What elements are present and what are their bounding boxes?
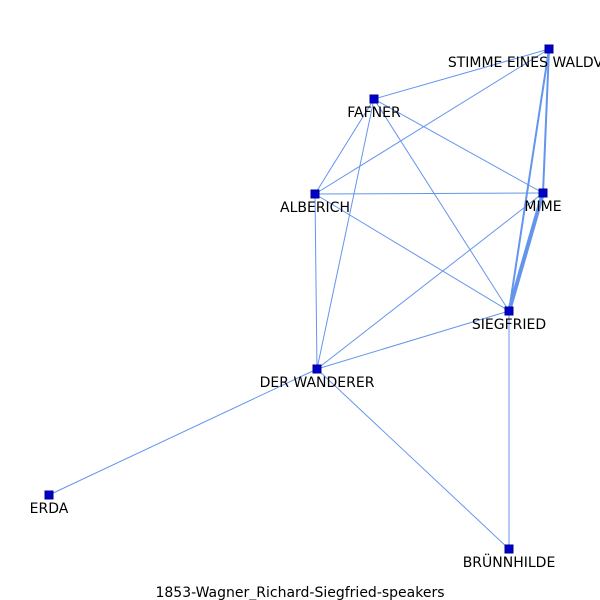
node-wanderer	[312, 364, 322, 374]
edge-alberich-wanderer	[314, 193, 318, 370]
node-label-wanderer: DER WANDERER	[260, 375, 375, 391]
edge-wanderer-erda	[48, 368, 318, 496]
edge-fafner-wanderer	[316, 98, 375, 370]
edge-fafner-alberich	[314, 98, 375, 195]
edge-stimme-fafner	[373, 48, 550, 100]
node-label-alberich: ALBERICH	[280, 200, 350, 216]
edge-wanderer-brunnhilde	[316, 368, 510, 550]
node-erda	[44, 490, 54, 500]
labels-layer: STIMME EINES WALDVOGELS FAFNER ALBERICH MIM…	[30, 55, 600, 571]
node-brunnhilde	[504, 544, 514, 554]
node-stimme	[544, 44, 554, 54]
node-siegfried	[504, 306, 514, 316]
node-label-siegfried: SIEGFRIED	[472, 317, 546, 333]
graph-caption: 1853-Wagner_Richard-Siegfried-speakers	[155, 585, 444, 600]
node-alberich	[310, 189, 320, 199]
nodes-layer	[44, 44, 554, 554]
edges-layer	[48, 48, 550, 550]
node-label-stimme: STIMME EINES WALDVOGELS	[448, 55, 600, 71]
edge-mime-wanderer	[316, 192, 544, 370]
node-label-fafner: FAFNER	[347, 105, 401, 121]
edge-alberich-mime	[314, 192, 544, 195]
edge-stimme-mime	[542, 48, 550, 194]
node-fafner	[369, 94, 379, 104]
node-mime	[538, 188, 548, 198]
edge-stimme-alberich	[314, 48, 550, 195]
edge-siegfried-wanderer	[316, 310, 510, 370]
node-label-brunnhilde: BRÜNNHILDE	[463, 553, 556, 571]
edge-stimme-siegfried	[508, 48, 550, 312]
edge-mime-siegfried	[507, 192, 545, 312]
node-label-mime: MIME	[524, 199, 561, 215]
edge-fafner-mime	[373, 98, 544, 194]
node-label-erda: ERDA	[30, 501, 69, 517]
edge-fafner-siegfried	[373, 98, 510, 312]
edge-alberich-siegfried	[314, 193, 510, 312]
